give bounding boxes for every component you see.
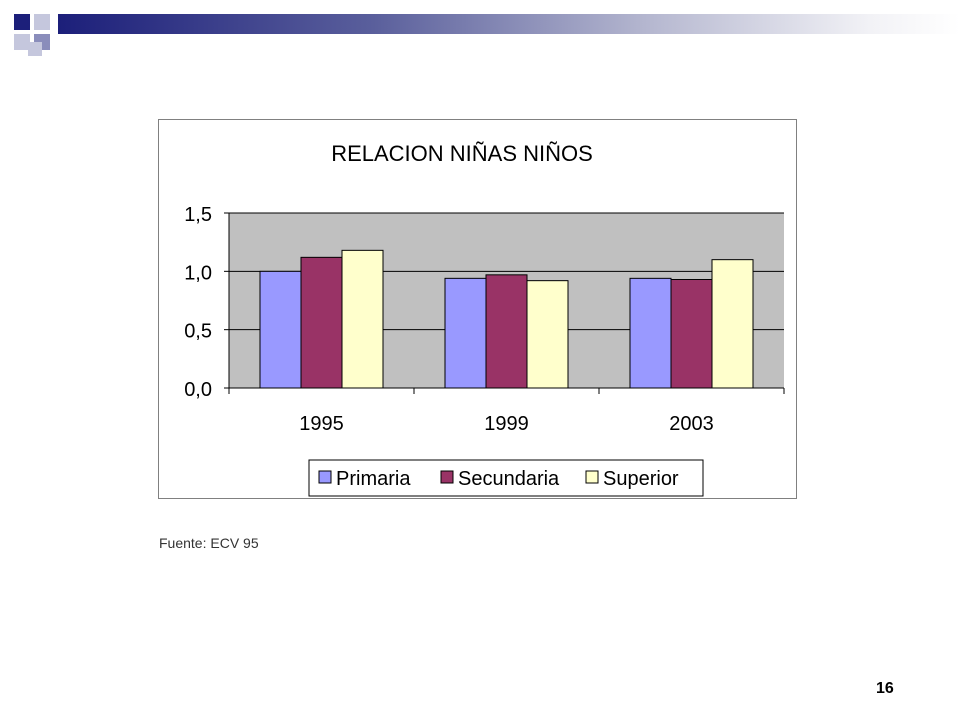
header-gradient-bar (58, 14, 960, 34)
y-tick-label: 0,5 (184, 321, 212, 343)
bar-superior-1995 (341, 249, 384, 389)
header-square-dark (14, 14, 30, 30)
bar-superior-2003 (711, 259, 754, 389)
header-square-light (28, 42, 42, 56)
header-square-light (34, 14, 50, 30)
bar-secundaria-1999 (485, 274, 528, 389)
bar-primaria-2003 (629, 277, 672, 389)
y-tick-label: 0,0 (184, 379, 212, 401)
bar-primaria-1999 (444, 277, 487, 389)
legend-swatch-superior (585, 470, 599, 484)
legend-label-primaria: Primaria (336, 468, 411, 490)
bar-secundaria-2003 (670, 279, 713, 389)
source-note: Fuente: ECV 95 (159, 535, 259, 551)
header-square-light (14, 34, 30, 50)
y-tick-label: 1,0 (184, 262, 212, 284)
x-tick-label: 1999 (484, 413, 529, 435)
x-tick-label: 1995 (299, 413, 344, 435)
legend-swatch-primaria (318, 470, 332, 484)
legend-box (308, 459, 704, 497)
chart-title: RELACION NIÑAS NIÑOS (331, 141, 593, 166)
bar-chart: RELACION NIÑAS NIÑOS 0,0 0,5 1,0 1,5 1995 1999… (184, 141, 785, 497)
page-number: 16 (876, 680, 894, 697)
bar-primaria-1995 (259, 270, 302, 389)
bar-secundaria-1995 (300, 256, 343, 389)
y-tick-label: 1,5 (184, 204, 212, 226)
legend-swatch-secundaria (440, 470, 454, 484)
legend-label-secundaria: Secundaria (458, 468, 560, 490)
x-tick-label: 2003 (669, 413, 714, 435)
legend-label-superior: Superior (603, 468, 679, 490)
chart-frame: RELACION NIÑAS NIÑOS 0,0 0,5 1,0 1,5 1995 1999… (158, 119, 797, 499)
bar-superior-1999 (526, 280, 569, 389)
